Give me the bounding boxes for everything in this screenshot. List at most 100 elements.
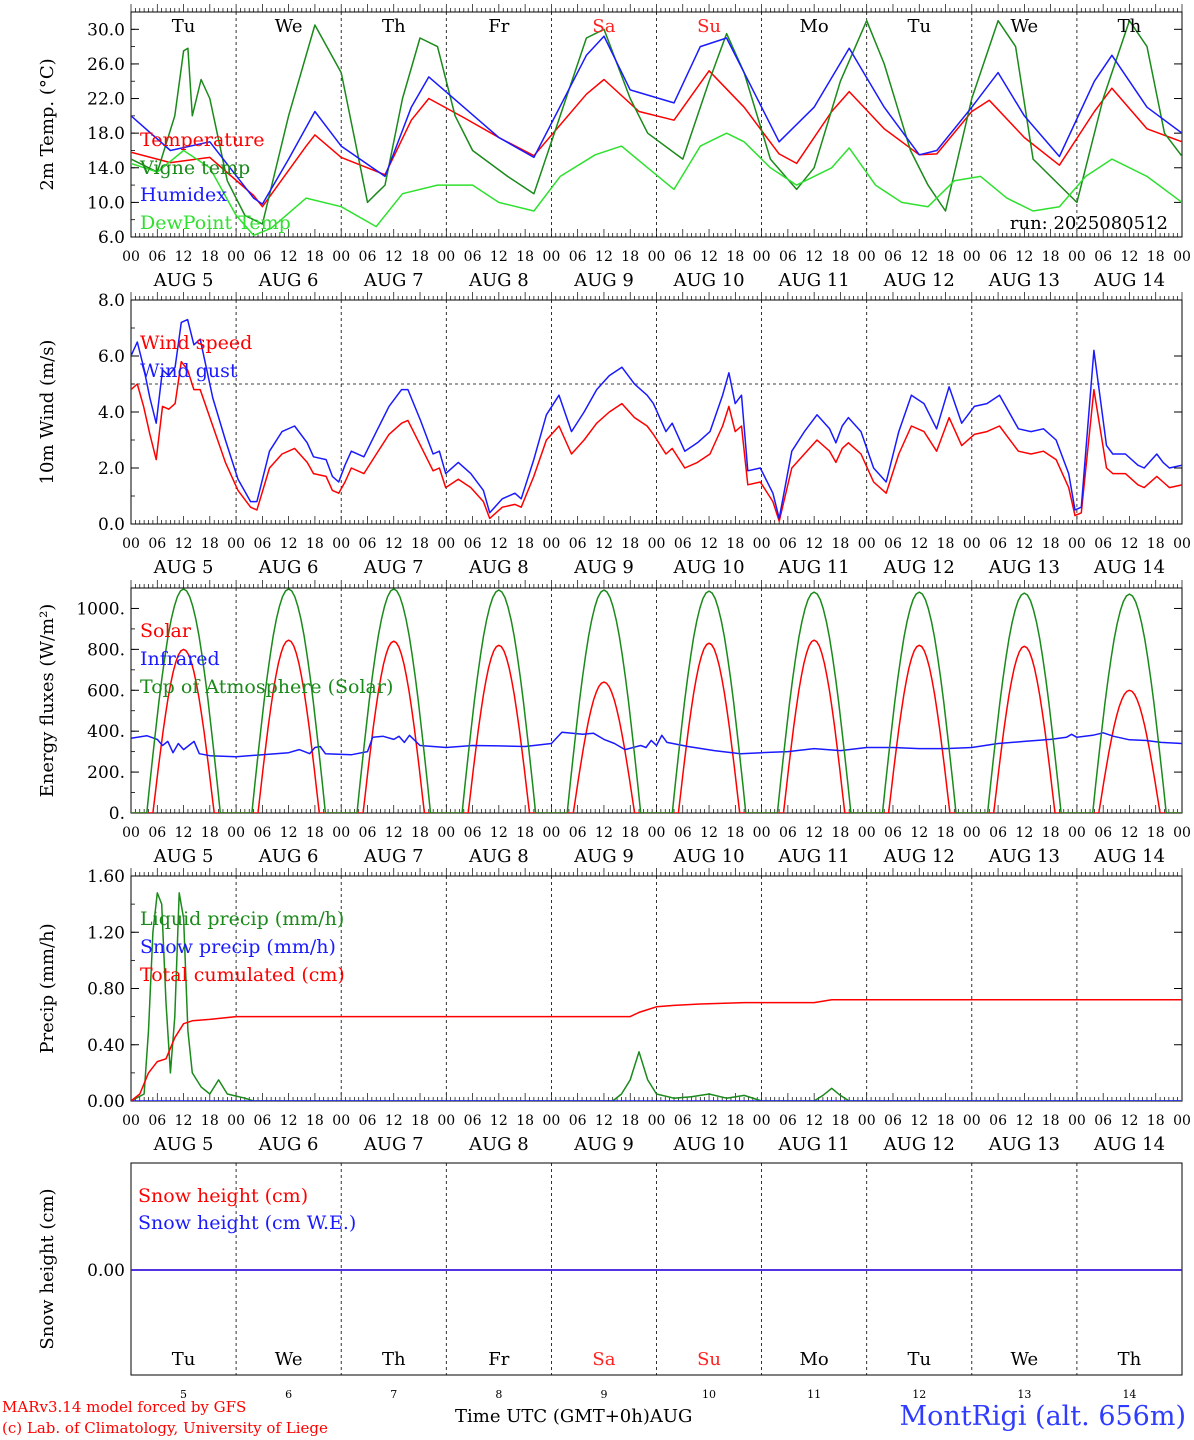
y-tick-label: 200.: [87, 763, 125, 783]
hour-label: 00: [437, 1113, 455, 1129]
hour-label: 18: [1042, 825, 1060, 841]
series-line: [131, 318, 1182, 520]
hour-label: 00: [332, 536, 350, 552]
y-tick-label: 8.0: [98, 291, 125, 311]
hour-label: 12: [280, 536, 298, 552]
hour-label: 06: [674, 825, 692, 841]
hour-label: 18: [1147, 249, 1165, 265]
date-label: AUG 9: [573, 270, 634, 291]
series-line: [131, 639, 1182, 813]
hour-label: 00: [437, 249, 455, 265]
hour-label: 06: [779, 825, 797, 841]
hour-label: 12: [1015, 249, 1033, 265]
date-label: AUG 8: [468, 557, 529, 578]
date-label: AUG 7: [363, 846, 424, 867]
weekday-label: Sa: [592, 16, 615, 37]
date-label: AUG 11: [778, 557, 850, 578]
weekday-label: We: [275, 1349, 303, 1370]
hour-label: 06: [253, 249, 271, 265]
date-label: AUG 12: [883, 557, 955, 578]
hour-label: 00: [542, 536, 560, 552]
y-tick-label: 600.: [87, 681, 125, 701]
hour-label: 06: [359, 825, 377, 841]
hour-label: 18: [621, 536, 639, 552]
hour-label: 06: [148, 1113, 166, 1129]
hour-label: 12: [805, 536, 823, 552]
hour-label: 12: [700, 1113, 718, 1129]
y-tick-label: 18.0: [87, 124, 125, 144]
weekday-label: Fr: [488, 16, 509, 37]
hour-label: 12: [280, 825, 298, 841]
hour-label: 00: [1068, 825, 1086, 841]
weekday-label: Tu: [907, 1349, 931, 1370]
series-line: [131, 731, 1182, 758]
hour-label: 06: [989, 825, 1007, 841]
date-label: AUG 5: [153, 846, 214, 867]
hour-label: 06: [569, 1113, 587, 1129]
hour-label: 12: [910, 249, 928, 265]
hour-label: 12: [1015, 1113, 1033, 1129]
weekday-label: Su: [697, 16, 721, 37]
hour-label: 06: [1094, 536, 1112, 552]
hour-label: 18: [516, 536, 534, 552]
legend-entry: Top of Atmosphere (Solar): [140, 676, 393, 698]
series-line: [131, 999, 1182, 1101]
hour-label: 06: [148, 249, 166, 265]
hour-label: 06: [253, 536, 271, 552]
hour-label: 18: [1042, 1113, 1060, 1129]
day-number: 7: [390, 1388, 397, 1401]
date-label: AUG 14: [1093, 1134, 1165, 1155]
weekday-label: Tu: [172, 16, 196, 37]
weekday-label: Tu: [172, 1349, 196, 1370]
hour-label: 00: [963, 1113, 981, 1129]
hour-label: 18: [516, 249, 534, 265]
hour-label: 18: [937, 249, 955, 265]
hour-label: 06: [674, 536, 692, 552]
plot-area: [131, 318, 1182, 522]
legend-entry: DewPoint Temp: [140, 212, 291, 234]
date-label: AUG 13: [988, 557, 1060, 578]
hour-label: 00: [227, 249, 245, 265]
hour-label: 18: [726, 825, 744, 841]
hour-label: 00: [963, 825, 981, 841]
hour-label: 18: [726, 536, 744, 552]
hour-label: 06: [884, 536, 902, 552]
hour-label: 06: [359, 249, 377, 265]
hour-label: 00: [1173, 825, 1191, 841]
hour-label: 18: [726, 249, 744, 265]
date-label: AUG 13: [988, 270, 1060, 291]
y-tick-label: 400.: [87, 722, 125, 742]
day-number: 13: [1017, 1388, 1031, 1401]
hour-label: 06: [148, 825, 166, 841]
hour-label: 18: [1042, 249, 1060, 265]
hour-label: 06: [1094, 1113, 1112, 1129]
date-label: AUG 7: [363, 1134, 424, 1155]
hour-label: 00: [542, 825, 560, 841]
panel-5: 0.00 Snow height (cm) Snow height (cm) Snow…: [37, 1162, 1183, 1401]
hour-label: 12: [1121, 1113, 1139, 1129]
panel-2: 0.0 2.0 4.0 6.0 8.0 10m Wind (m/s) 00 06 12 18 AUG…: [37, 291, 1191, 578]
plot-frame: [130, 11, 1183, 238]
weekday-label: Fr: [488, 1349, 509, 1370]
day-number: 12: [912, 1388, 926, 1401]
hour-label: 18: [832, 825, 850, 841]
hour-label: 18: [306, 1113, 324, 1129]
hour-label: 00: [227, 825, 245, 841]
hour-label: 00: [122, 536, 140, 552]
date-label: AUG 10: [672, 1134, 744, 1155]
hour-label: 00: [227, 1113, 245, 1129]
hour-label: 18: [621, 249, 639, 265]
hour-label: 18: [306, 825, 324, 841]
y-tick-label: 1.20: [87, 923, 125, 943]
weekday-label: Sa: [592, 1349, 615, 1370]
series-line: [131, 35, 1182, 205]
hour-label: 06: [253, 825, 271, 841]
hour-label: 12: [175, 536, 193, 552]
hour-label: 18: [411, 825, 429, 841]
hour-label: 12: [805, 249, 823, 265]
hour-label: 06: [569, 249, 587, 265]
hour-label: 12: [175, 1113, 193, 1129]
hour-label: 12: [1121, 536, 1139, 552]
hour-label: 18: [201, 825, 219, 841]
